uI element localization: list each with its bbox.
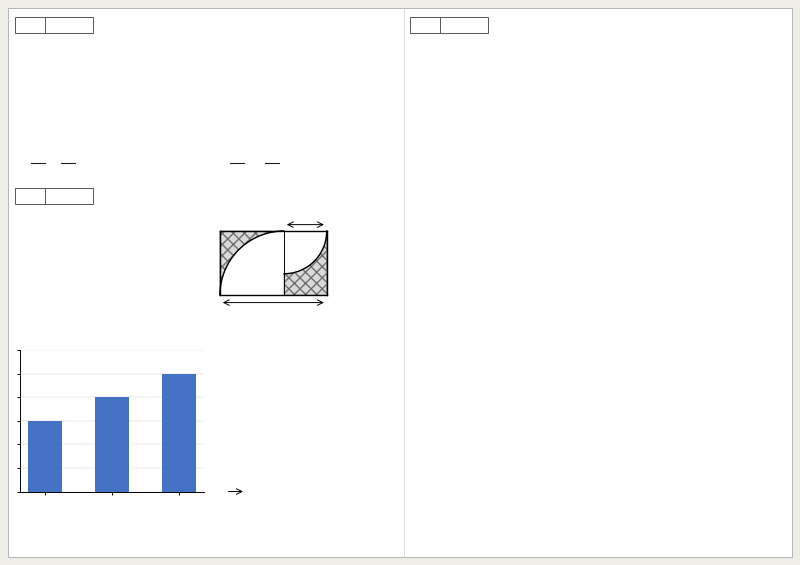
Bar (162, 374, 196, 492)
Polygon shape (220, 231, 284, 295)
Bar (95, 397, 129, 492)
Bar (28, 421, 62, 492)
Polygon shape (284, 231, 326, 295)
Bar (15, 188, 93, 204)
Bar (15, 17, 93, 33)
Bar (410, 17, 488, 33)
